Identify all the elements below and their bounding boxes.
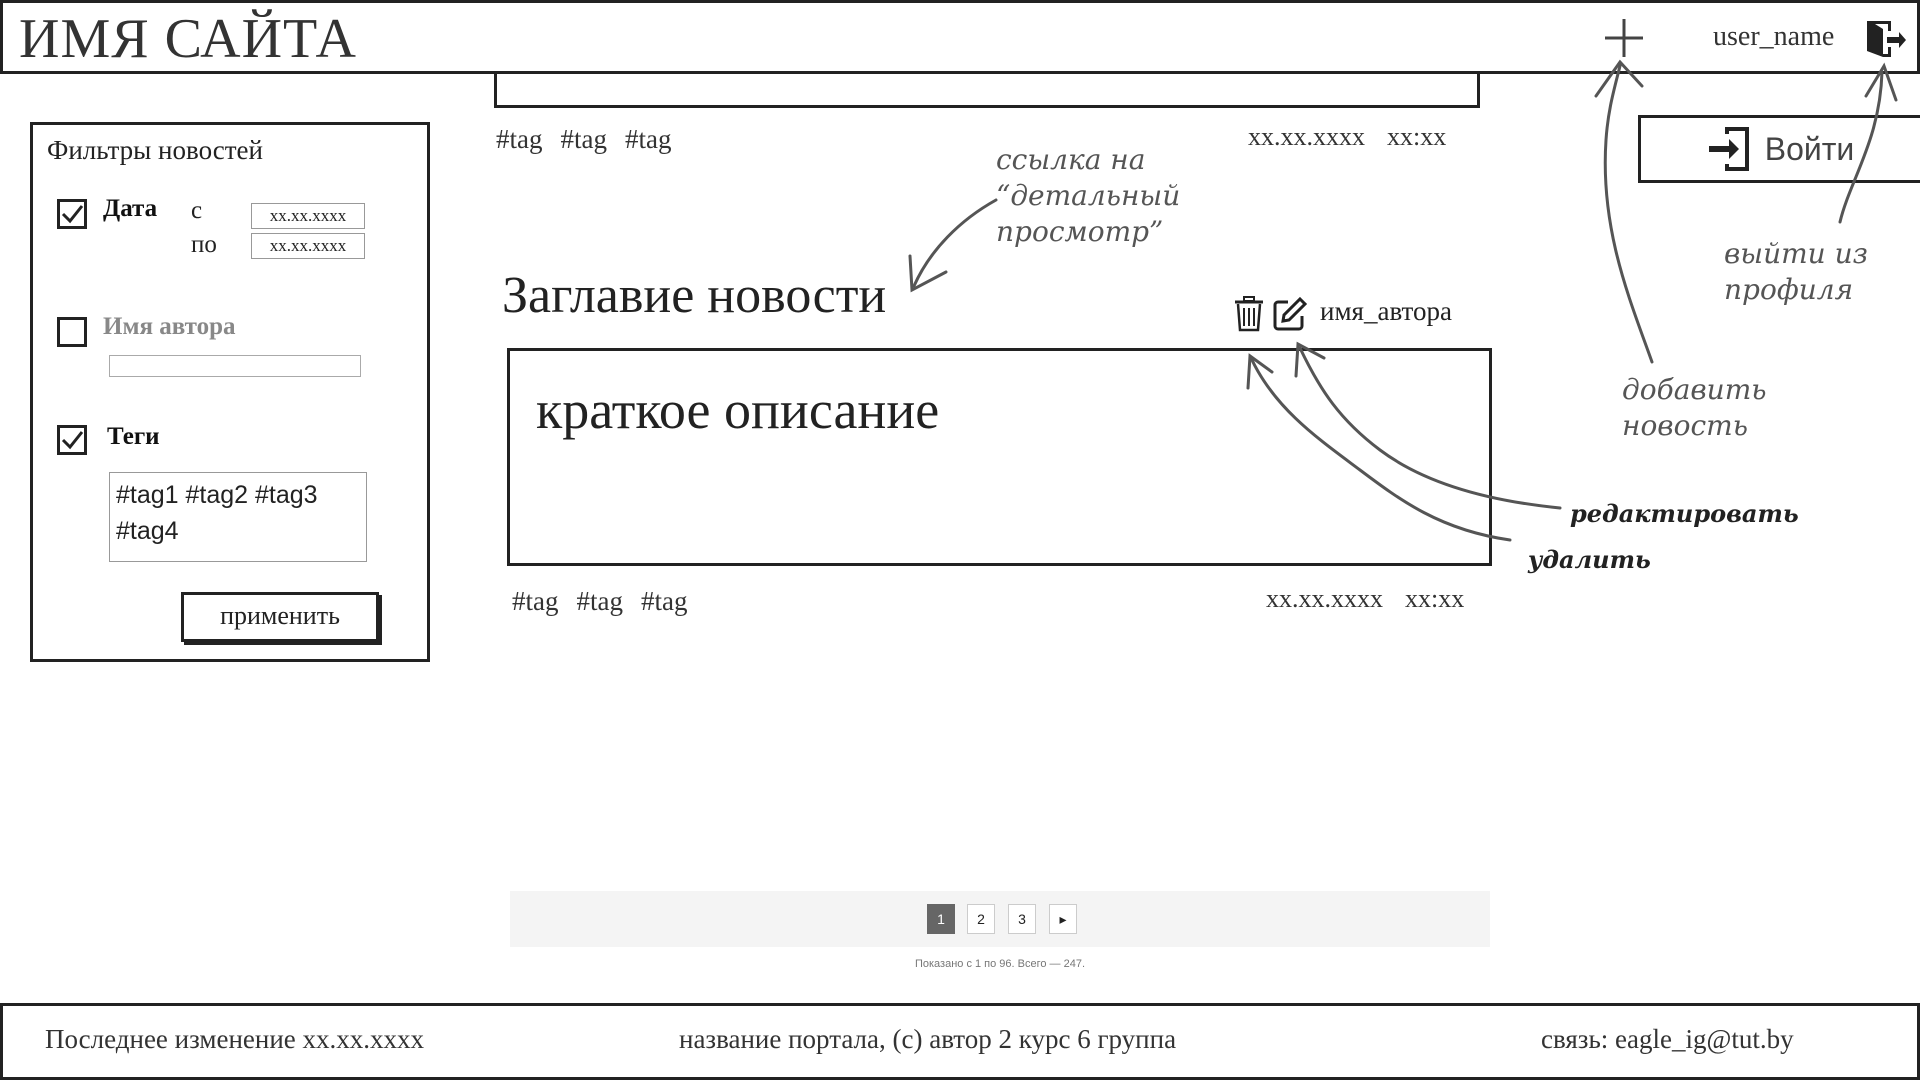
tags-filter-checkbox[interactable] — [57, 425, 87, 455]
footer-portal-name: название портала, (с) автор 2 курс 6 гру… — [679, 1024, 1177, 1054]
site-header: ИМЯ САЙТА user_name — [0, 0, 1920, 74]
author-filter-checkbox[interactable] — [57, 317, 87, 347]
news-author: имя_автора — [1320, 296, 1452, 326]
tags-input[interactable]: #tag1 #tag2 #tag3 #tag4 — [109, 472, 367, 562]
checkmark-icon — [61, 431, 84, 450]
news-short-description: краткое описание — [536, 380, 940, 440]
tags-filter-label: Теги — [107, 423, 160, 450]
tag-link[interactable]: #tag — [625, 124, 672, 154]
tag-link[interactable]: #tag — [641, 586, 688, 616]
tag-link[interactable]: #tag — [560, 124, 608, 154]
previous-news-tags: #tag #tag #tag — [496, 124, 690, 155]
site-footer: Последнее изменение xx.xx.xxxx название … — [0, 1003, 1920, 1080]
edit-icon — [1273, 296, 1308, 331]
apply-filters-button[interactable]: применить — [181, 592, 379, 642]
date-filter-checkbox[interactable] — [57, 199, 87, 229]
next-page-button[interactable]: ▸ — [1049, 904, 1077, 934]
news-time: xx:xx — [1405, 584, 1465, 613]
delete-news-button[interactable] — [1232, 296, 1266, 332]
news-filters-panel: Фильтры новостей Дата с по xx.xx.xxxx xx… — [30, 122, 430, 662]
date-to-label: по — [191, 231, 217, 258]
tag-link[interactable]: #tag — [576, 586, 624, 616]
add-news-button[interactable] — [1601, 15, 1647, 61]
news-title-link[interactable]: Заглавие новости — [502, 267, 887, 324]
logout-button[interactable] — [1861, 17, 1907, 63]
pagination-info: Показано с 1 по 96. Всего — 247. — [914, 958, 1086, 970]
filters-title: Фильтры новостей — [47, 135, 263, 165]
previous-news-box — [494, 72, 1480, 108]
note-logout: выйти из профиля — [1724, 237, 1868, 306]
footer-contact[interactable]: связь: eagle_ig@tut.by — [1541, 1024, 1794, 1054]
date-filter-label: Дата — [103, 195, 158, 222]
page-2-button[interactable]: 2 — [967, 904, 995, 934]
login-button[interactable]: Войти — [1638, 115, 1920, 183]
tag-link[interactable]: #tag — [512, 586, 559, 616]
news-date: xx.xx.xxxx — [1248, 122, 1365, 151]
news-date-row: xx.xx.xxxx xx:xx — [1244, 584, 1464, 614]
page-3-button[interactable]: 3 — [1008, 904, 1036, 934]
news-tags: #tag #tag #tag — [512, 586, 706, 617]
tag-link[interactable]: #tag — [496, 124, 543, 154]
note-add-news: добавить новость — [1622, 373, 1767, 442]
note-delete: удалить — [1528, 545, 1651, 574]
user-name: user_name — [1713, 21, 1835, 52]
date-to-input[interactable]: xx.xx.xxxx — [251, 233, 365, 259]
news-time: xx:xx — [1387, 122, 1447, 151]
news-date: xx.xx.xxxx — [1266, 584, 1383, 613]
pagination-bar — [510, 891, 1490, 947]
plus-icon — [1605, 19, 1643, 57]
site-title[interactable]: ИМЯ САЙТА — [19, 8, 357, 70]
date-from-label: с — [191, 197, 203, 224]
login-icon — [1708, 127, 1749, 171]
news-card[interactable]: краткое описание — [507, 348, 1492, 566]
logout-icon — [1867, 21, 1906, 57]
note-detail-link: ссылка на “детальный просмотр” — [996, 143, 1181, 248]
note-edit: редактировать — [1570, 499, 1799, 528]
author-input[interactable] — [109, 355, 361, 377]
page-1-button[interactable]: 1 — [927, 904, 955, 934]
previous-news-date: xx.xx.xxxx xx:xx — [1226, 122, 1446, 152]
edit-news-button[interactable] — [1272, 296, 1308, 332]
login-label: Войти — [1764, 130, 1855, 167]
date-from-input[interactable]: xx.xx.xxxx — [251, 203, 365, 229]
author-filter-label: Имя автора — [103, 313, 236, 340]
trash-icon — [1235, 296, 1263, 332]
checkmark-icon — [61, 205, 84, 224]
footer-last-changed: Последнее изменение xx.xx.xxxx — [45, 1024, 425, 1054]
